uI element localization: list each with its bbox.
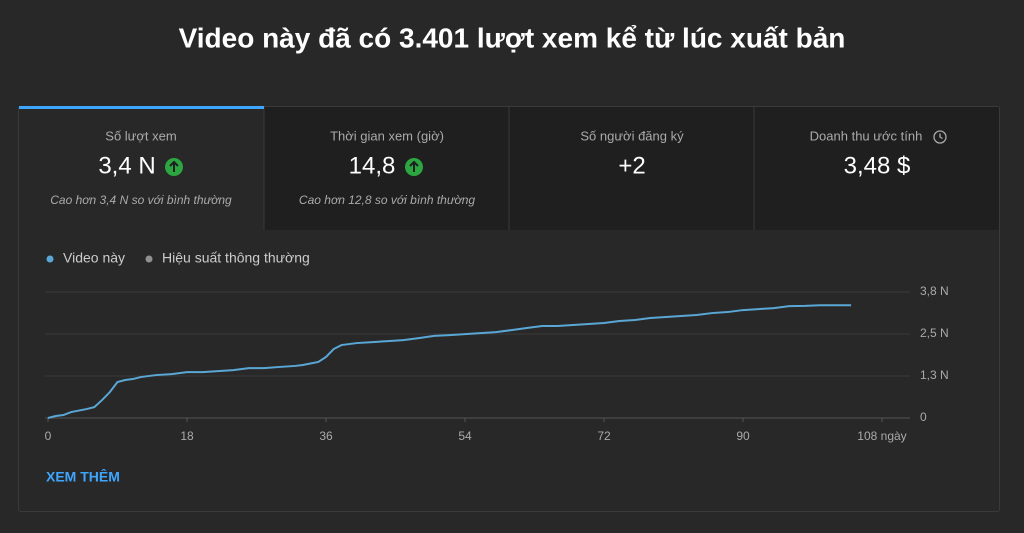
legend-label[interactable]: Hiệu suất thông thường bbox=[162, 250, 310, 266]
legend-label[interactable]: Video này bbox=[63, 250, 125, 266]
metric-value: 14,8 bbox=[349, 152, 396, 179]
metric-label[interactable]: Doanh thu ước tính bbox=[810, 128, 923, 143]
x-tick-label: 90 bbox=[736, 429, 750, 443]
metric-note: Cao hơn 3,4 N so với bình thường bbox=[50, 193, 232, 207]
x-tick-label: 108 ngày bbox=[857, 429, 906, 443]
y-tick-label: 2,5 N bbox=[920, 326, 949, 340]
x-tick-label: 72 bbox=[597, 429, 611, 443]
x-tick-label: 54 bbox=[458, 429, 472, 443]
selected-tab-bar bbox=[19, 106, 264, 109]
see-more-link[interactable]: XEM THÊM bbox=[46, 468, 120, 485]
x-tick-label: 36 bbox=[319, 429, 333, 443]
x-tick-label: 0 bbox=[45, 429, 52, 443]
legend-marker bbox=[46, 255, 54, 263]
metric-label[interactable]: Số lượt xem bbox=[105, 128, 176, 143]
metric-value: 3,4 N bbox=[98, 152, 155, 179]
metric-note: Cao hơn 12,8 so với bình thường bbox=[299, 193, 475, 207]
y-tick-label: 3,8 N bbox=[920, 284, 949, 298]
metric-value: +2 bbox=[618, 152, 645, 179]
metric-label[interactable]: Thời gian xem (giờ) bbox=[330, 128, 444, 143]
y-tick-label: 1,3 N bbox=[920, 368, 949, 382]
x-tick-label: 18 bbox=[180, 429, 194, 443]
legend-marker bbox=[145, 255, 153, 263]
series-line bbox=[47, 304, 852, 419]
up-arrow bbox=[405, 158, 423, 176]
tabs-background bbox=[264, 107, 999, 230]
metric-value: 3,48 $ bbox=[844, 152, 911, 179]
page-title: Video này đã có 3.401 lượt xem kể từ lúc… bbox=[179, 22, 846, 53]
y-tick-label: 0 bbox=[920, 410, 927, 424]
up-arrow bbox=[165, 158, 183, 176]
clock-icon bbox=[933, 130, 947, 144]
metric-label[interactable]: Số người đăng ký bbox=[580, 128, 684, 143]
